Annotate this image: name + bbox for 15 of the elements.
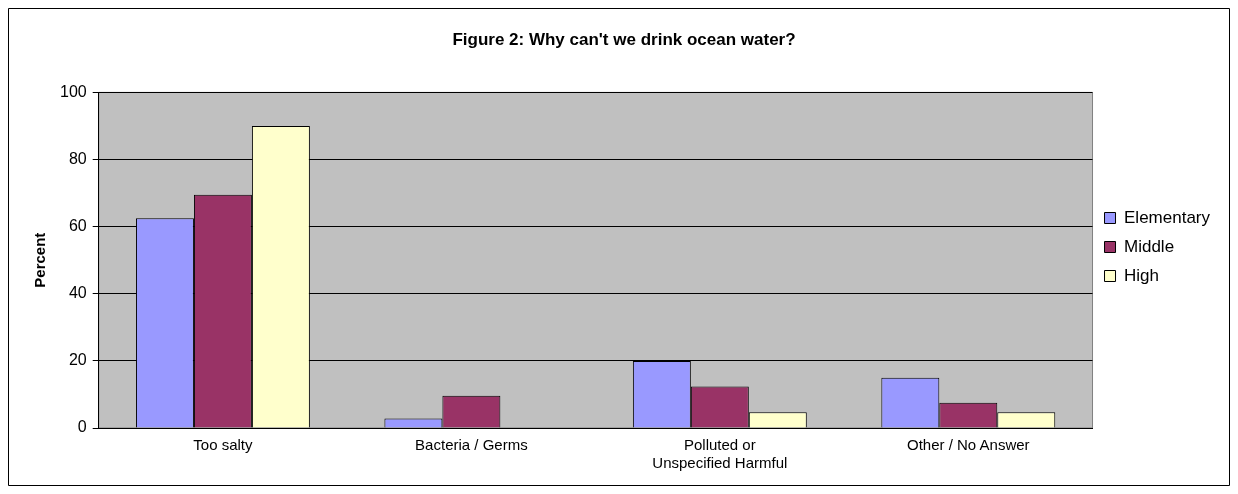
y-tick-label: 40 <box>68 284 87 302</box>
y-tick-label: 0 <box>77 418 87 436</box>
y-tick-label: 20 <box>68 351 87 369</box>
y-axis-title: Percent <box>31 232 49 288</box>
x-tick-label: Other / No Answer <box>907 436 1030 454</box>
y-tick-label: 80 <box>68 149 87 167</box>
legend-label: High <box>1124 265 1159 285</box>
y-tick-label: 100 <box>59 82 87 100</box>
legend-label: Middle <box>1124 236 1175 256</box>
x-tick-label: Too salty <box>193 436 254 454</box>
x-tick-label: Bacteria / Germs <box>415 436 528 454</box>
y-tick-label: 60 <box>68 217 87 235</box>
x-tick-label: Polluted or Unspecified Harmful <box>652 436 788 472</box>
legend-label: Elementary <box>1124 207 1211 227</box>
chart-title: Figure 2: Why can't we drink ocean water? <box>452 29 796 49</box>
